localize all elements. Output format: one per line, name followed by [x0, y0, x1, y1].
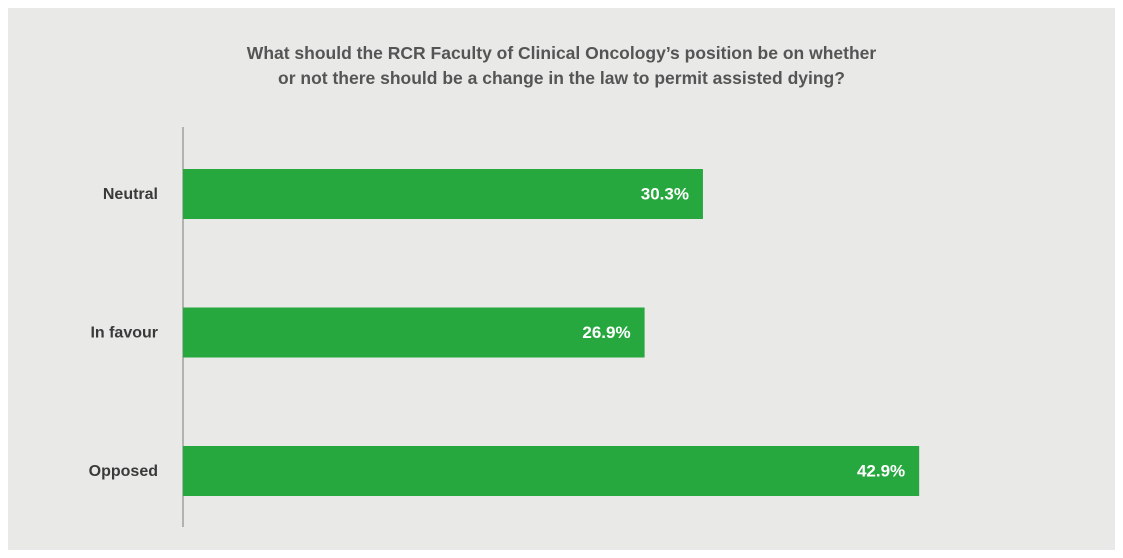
bar	[183, 169, 703, 219]
bar	[183, 446, 920, 496]
category-label: In favour	[90, 325, 158, 342]
chart-title: What should the RCR Faculty of Clinical …	[246, 43, 877, 88]
value-label: 30.3%	[641, 184, 689, 203]
chart: Neutral 30.3% In favour 26.9% Opposed 42.9%	[89, 127, 920, 527]
value-label: 42.9%	[857, 461, 905, 480]
category-label: Neutral	[103, 186, 158, 203]
value-label: 26.9%	[582, 323, 630, 342]
category-label: Opposed	[89, 463, 158, 480]
bar	[183, 307, 645, 358]
chart-panel: What should the RCR Faculty of Clinical …	[8, 8, 1115, 550]
